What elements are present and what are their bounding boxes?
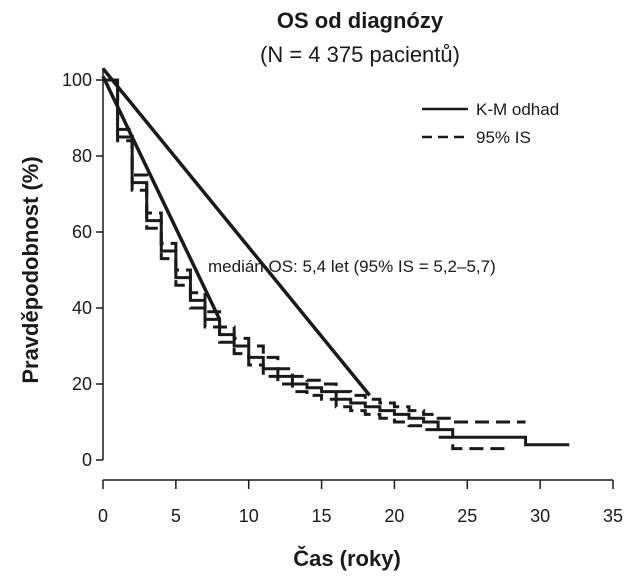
y-tick-label: 60 (72, 222, 92, 242)
y-axis-title: Pravděpodobnost (%) (18, 156, 43, 383)
x-tick-label: 35 (603, 506, 623, 526)
y-tick-label: 0 (82, 450, 92, 470)
axes (102, 68, 613, 481)
legend-label-km: K-M odhad (476, 100, 559, 119)
extra-lines (101, 67, 372, 397)
y-ticks: 0 20 40 60 80 100 (62, 70, 103, 470)
x-tick-label: 10 (239, 506, 259, 526)
y-tick-label: 80 (72, 146, 92, 166)
chart-title: OS od diagnózy (277, 8, 444, 33)
legend-label-ci: 95% IS (476, 128, 531, 147)
plot-series (103, 78, 570, 451)
y-tick-label: 20 (72, 374, 92, 394)
x-tick-label: 30 (530, 506, 550, 526)
straight-line (101, 75, 222, 321)
x-tick-label: 5 (171, 506, 181, 526)
x-axis-title: Čas (roky) (293, 546, 401, 571)
straight-line (101, 67, 372, 397)
ci-series-line (103, 78, 526, 424)
x-tick-label: 15 (312, 506, 332, 526)
chart-subtitle: (N = 4 375 pacientů) (260, 42, 460, 67)
legend: K-M odhad 95% IS (422, 100, 559, 147)
x-tick-label: 20 (384, 506, 404, 526)
x-tick-label: 25 (457, 506, 477, 526)
median-annotation: medián OS: 5,4 let (95% IS = 5,2–5,7) (208, 257, 496, 276)
y-tick-label: 100 (62, 70, 92, 90)
y-tick-label: 40 (72, 298, 92, 318)
x-ticks: 0 5 10 15 20 25 30 35 (98, 480, 623, 526)
x-tick-label: 0 (98, 506, 108, 526)
